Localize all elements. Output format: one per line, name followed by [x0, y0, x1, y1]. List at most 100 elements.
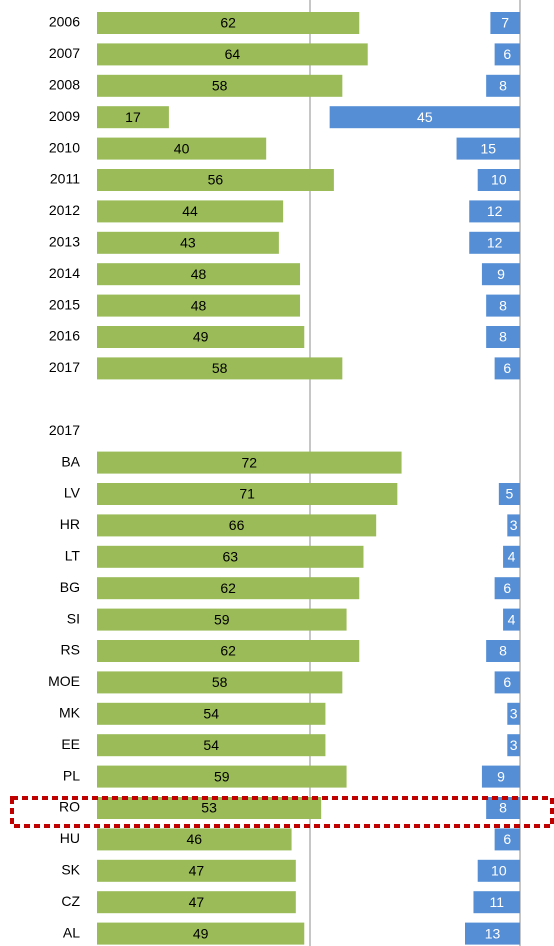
y-tick-label: RO — [59, 799, 80, 815]
y-tick-label: 2009 — [49, 108, 80, 124]
value-label: 59 — [214, 611, 230, 627]
blue-bar — [503, 545, 520, 568]
value-label: 6 — [503, 831, 511, 847]
value-label: 3 — [510, 706, 518, 722]
blue-bar — [465, 922, 520, 945]
value-label: 48 — [191, 266, 207, 282]
value-label: 47 — [189, 863, 205, 879]
value-label: 5 — [506, 486, 514, 502]
value-label: 13 — [485, 925, 501, 941]
blue-bar — [456, 137, 520, 160]
blue-bar — [477, 859, 520, 882]
blue-bar — [494, 357, 520, 380]
y-tick-label: 2010 — [49, 139, 80, 155]
value-label: 8 — [499, 297, 507, 313]
y-tick-label: 2011 — [50, 171, 80, 187]
blue-bar — [507, 734, 520, 757]
value-label: 4 — [508, 549, 516, 565]
blue-bar — [469, 231, 520, 254]
value-label: 49 — [193, 925, 209, 941]
value-label: 6 — [503, 46, 511, 62]
y-tick-label: 2006 — [49, 14, 80, 30]
y-tick-label: 2008 — [49, 77, 80, 93]
value-label: 9 — [497, 266, 505, 282]
value-label: 8 — [499, 643, 507, 659]
green-bar — [97, 263, 301, 286]
value-label: 54 — [203, 706, 219, 722]
value-label: 6 — [503, 674, 511, 690]
y-tick-label: 2013 — [49, 234, 80, 250]
value-label: 45 — [417, 109, 433, 125]
value-label: 10 — [491, 172, 507, 188]
blue-bar — [494, 577, 520, 600]
value-label: 6 — [503, 360, 511, 376]
y-tick-label: 2007 — [49, 45, 80, 61]
green-bar — [97, 671, 343, 694]
green-bar — [97, 608, 347, 631]
green-bar — [97, 12, 360, 34]
blue-bar — [473, 891, 520, 914]
value-label: 62 — [220, 15, 236, 31]
value-label: 15 — [480, 140, 496, 156]
green-bar — [97, 169, 334, 191]
green-bar — [97, 640, 360, 662]
value-label: 40 — [174, 140, 190, 156]
value-label: 17 — [125, 109, 141, 125]
blue-bar — [486, 326, 520, 348]
value-label: 12 — [487, 203, 503, 219]
green-bar — [97, 326, 305, 348]
blue-bar — [486, 640, 520, 662]
green-bar — [97, 483, 398, 505]
value-label: 8 — [499, 329, 507, 345]
green-bar — [97, 922, 305, 945]
green-bar — [97, 891, 296, 914]
blue-bar — [507, 514, 520, 537]
y-tick-label: PL — [63, 767, 80, 783]
green-bar — [97, 859, 296, 882]
value-label: 47 — [189, 894, 205, 910]
blue-bar — [477, 169, 520, 191]
green-bar — [97, 577, 360, 600]
value-label: 3 — [510, 737, 518, 753]
value-label: 4 — [508, 611, 516, 627]
blue-bar — [494, 671, 520, 694]
green-bar — [97, 451, 402, 474]
y-tick-label: SK — [61, 862, 80, 878]
value-label: 6 — [503, 580, 511, 596]
value-label: 43 — [180, 235, 196, 251]
y-tick-label: HU — [60, 830, 80, 846]
green-bar — [97, 106, 169, 129]
blue-bar — [498, 483, 520, 505]
y-tick-label: BA — [61, 453, 80, 469]
green-bar — [97, 828, 292, 851]
y-tick-label: HR — [60, 516, 80, 532]
blue-bar — [329, 106, 520, 129]
blue-bar — [494, 828, 520, 851]
value-label: 58 — [212, 360, 228, 376]
green-bar — [97, 765, 347, 788]
blue-bar — [469, 200, 520, 223]
blue-bar — [486, 797, 520, 819]
value-label: 58 — [212, 78, 228, 94]
green-bar — [97, 200, 284, 223]
value-label: 53 — [201, 800, 217, 816]
y-tick-label: 2016 — [49, 328, 80, 344]
value-label: 66 — [229, 517, 245, 533]
value-label: 56 — [208, 172, 224, 188]
y-tick-label: EE — [61, 736, 80, 752]
y-tick-label: LV — [64, 485, 81, 501]
green-bar — [97, 74, 343, 97]
green-bar — [97, 294, 301, 317]
green-bar — [97, 514, 377, 537]
blue-bar — [490, 12, 520, 34]
value-label: 72 — [241, 454, 257, 470]
value-label: 46 — [187, 831, 203, 847]
y-tick-label: LT — [65, 548, 81, 564]
value-label: 59 — [214, 768, 230, 784]
blue-bar — [481, 765, 520, 788]
green-bar — [97, 702, 326, 725]
value-label: 7 — [501, 15, 509, 31]
y-tick-label: 2017 — [49, 359, 80, 375]
value-label: 8 — [499, 800, 507, 816]
